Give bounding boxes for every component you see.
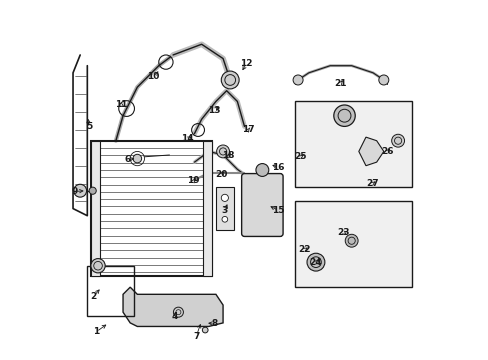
Circle shape [221,194,228,202]
Text: 5: 5 [86,122,92,131]
Text: 24: 24 [309,258,322,267]
Text: 18: 18 [222,151,234,160]
Circle shape [378,75,388,85]
Text: 15: 15 [272,206,284,215]
Text: 13: 13 [207,106,220,115]
Text: 22: 22 [298,245,310,254]
Text: 4: 4 [171,312,178,321]
Circle shape [74,184,86,197]
Text: 9: 9 [71,187,78,196]
Circle shape [255,163,268,176]
Text: 17: 17 [241,126,254,135]
Circle shape [292,75,303,85]
Circle shape [216,145,229,158]
Circle shape [173,307,183,317]
Text: 3: 3 [221,206,227,215]
Bar [91,141,100,276]
Text: 21: 21 [333,79,346,88]
Text: 2: 2 [90,292,97,301]
Text: 19: 19 [187,176,200,185]
Bar [216,187,233,230]
Text: 25: 25 [294,152,306,161]
Text: 10: 10 [147,72,159,81]
Circle shape [222,216,227,222]
Circle shape [391,134,404,147]
Circle shape [91,258,105,273]
Polygon shape [358,137,383,166]
Text: 12: 12 [240,59,252,68]
Bar [294,102,411,187]
Text: 8: 8 [211,319,217,328]
Circle shape [345,234,357,247]
Text: 23: 23 [337,228,349,237]
Circle shape [333,105,354,126]
Bar [294,202,411,287]
Circle shape [89,187,96,194]
Bar [87,266,134,316]
Bar [91,141,212,276]
FancyBboxPatch shape [241,174,283,237]
Text: 1: 1 [93,327,99,336]
Circle shape [221,71,239,89]
Text: 6: 6 [124,155,131,164]
Text: 16: 16 [272,163,284,172]
Text: 26: 26 [380,147,393,156]
Text: 14: 14 [181,134,193,143]
Bar [203,141,212,276]
Circle shape [202,327,207,333]
Text: 7: 7 [193,332,199,341]
Text: 11: 11 [115,100,127,109]
Circle shape [133,154,142,163]
Circle shape [306,253,324,271]
Text: 27: 27 [366,179,378,188]
Text: 20: 20 [215,170,227,179]
Polygon shape [123,287,223,327]
